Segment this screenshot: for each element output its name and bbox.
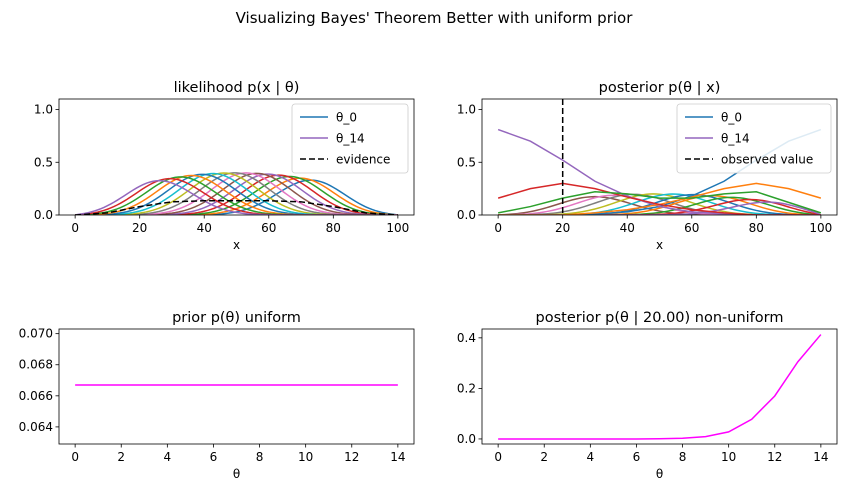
panel-title: posterior p(θ | 20.00) non-uniform <box>536 310 784 326</box>
y-tick-label: 0.064 <box>19 420 53 434</box>
legend-box <box>676 103 832 174</box>
x-tick-label: 100 <box>386 221 409 235</box>
x-tick-label: 0 <box>71 450 79 464</box>
x-tick-label: 60 <box>261 221 276 235</box>
posterior-curve <box>497 191 822 214</box>
x-tick-label: 12 <box>767 450 782 464</box>
x-tick-label: 8 <box>679 450 687 464</box>
x-axis-label: θ <box>656 467 663 481</box>
y-tick-label: 0.2 <box>457 381 476 395</box>
posterior-nonuniform-panel: 0 2 4 6 8 10 12 14 0.0 0.2 0.4 posterior p(θ | 20.0… <box>457 310 838 481</box>
axes-frame <box>481 328 838 445</box>
x-tick-label: 10 <box>721 450 736 464</box>
likelihood-curve <box>75 177 398 215</box>
x-tick-label: 12 <box>344 450 359 464</box>
likelihood-curve <box>75 175 398 215</box>
axes-frame <box>481 98 838 216</box>
x-tick-label: 20 <box>132 221 147 235</box>
posterior-curve <box>497 182 821 215</box>
x-axis-label: θ <box>233 467 240 481</box>
posterior-curve <box>498 195 821 215</box>
y-tick-label: 1.0 <box>457 103 476 117</box>
x-tick-label: 0 <box>494 450 502 464</box>
x-tick-label: 100 <box>809 221 832 235</box>
y-tick-label: 0.0 <box>34 208 53 222</box>
x-tick-label: 6 <box>633 450 641 464</box>
x-tick-label: 2 <box>540 450 548 464</box>
legend: θ_0 θ_14 observed value <box>676 103 832 174</box>
x-tick-label: 6 <box>210 450 218 464</box>
y-tick-label: 0.070 <box>19 327 53 341</box>
figure-suptitle: Visualizing Bayes' Theorem Better with u… <box>236 9 634 27</box>
x-tick-label: 60 <box>684 221 699 235</box>
x-axis-label: x <box>233 238 240 252</box>
y-tick-label: 0.066 <box>19 389 53 403</box>
x-tick-label: 14 <box>390 450 405 464</box>
likelihood-curve <box>75 176 398 215</box>
x-tick-label: 0 <box>71 221 79 235</box>
y-tick-label: 0.068 <box>19 358 53 372</box>
x-tick-label: 80 <box>326 221 341 235</box>
likelihood-curve <box>75 177 398 215</box>
y-tick-label: 0.5 <box>457 155 476 169</box>
panel-title: posterior p(θ | x) <box>599 80 721 96</box>
legend-label: evidence <box>336 153 390 167</box>
posterior-panel: 0 20 40 60 80 100 0.0 0.5 1.0 posterior p(θ | x) x… <box>457 80 838 252</box>
axes-frame <box>58 328 415 445</box>
likelihood-panel: 0 20 40 60 80 100 0.0 0.5 1.0 likelihood p(x | θ)… <box>34 80 415 252</box>
prior-panel: 0 2 4 6 8 10 12 14 0.064 0.066 0.068 0.070 prior p(θ… <box>19 310 415 481</box>
posterior-curve-θ_14 <box>497 128 821 215</box>
legend-label: θ_14 <box>721 132 750 146</box>
posterior-curve <box>498 196 821 215</box>
panel-title: prior p(θ) uniform <box>172 310 301 326</box>
x-tick-label: 80 <box>749 221 764 235</box>
x-axis-label: x <box>656 238 663 252</box>
posterior-curve <box>498 195 821 215</box>
legend-label: θ_0 <box>721 111 742 125</box>
panel-title: likelihood p(x | θ) <box>174 80 300 96</box>
x-tick-label: 10 <box>298 450 313 464</box>
x-tick-label: 4 <box>587 450 595 464</box>
y-tick-label: 0.0 <box>457 208 476 222</box>
plot-area <box>498 334 822 440</box>
legend-box <box>291 103 409 174</box>
x-tick-label: 40 <box>197 221 212 235</box>
x-tick-label: 8 <box>256 450 264 464</box>
x-tick-label: 0 <box>494 221 502 235</box>
y-tick-label: 0.0 <box>457 432 476 446</box>
x-tick-label: 14 <box>813 450 828 464</box>
y-tick-label: 0.4 <box>457 331 476 345</box>
evidence-line <box>75 200 398 215</box>
legend: θ_0 θ_14 evidence <box>291 103 409 174</box>
y-tick-label: 1.0 <box>34 103 53 117</box>
axes-frame <box>58 98 415 216</box>
likelihood-curve <box>75 179 398 215</box>
legend-label: observed value <box>721 153 813 167</box>
posterior-nonuniform-line <box>498 334 822 440</box>
x-tick-label: 4 <box>164 450 172 464</box>
plot-area <box>75 172 398 215</box>
plot-area <box>497 99 822 215</box>
x-tick-label: 2 <box>117 450 125 464</box>
legend-label: θ_14 <box>336 132 365 146</box>
x-tick-label: 40 <box>620 221 635 235</box>
y-tick-label: 0.5 <box>34 155 53 169</box>
posterior-curve <box>498 194 821 215</box>
x-tick-label: 20 <box>555 221 570 235</box>
legend-label: θ_0 <box>336 111 357 125</box>
